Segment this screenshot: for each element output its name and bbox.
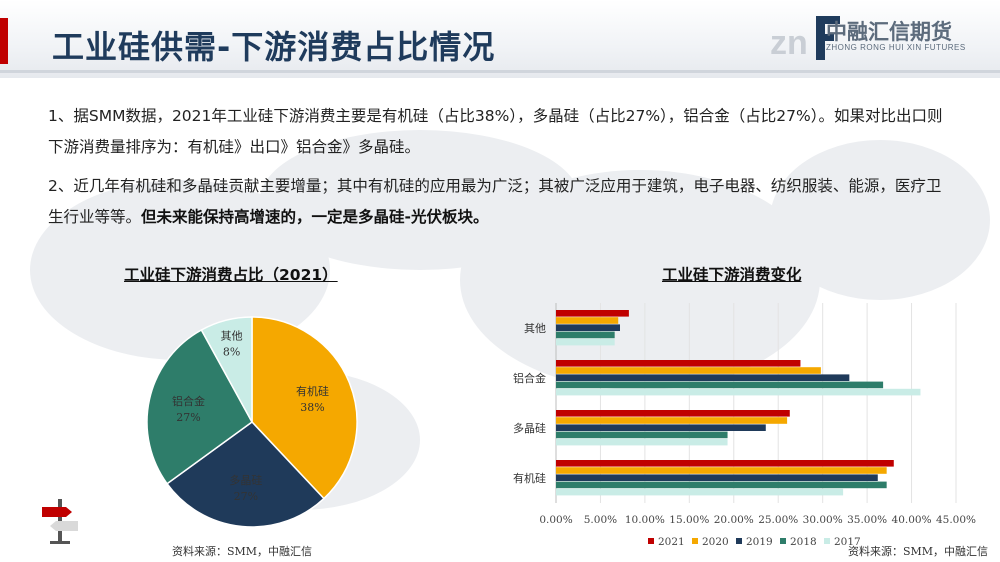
- legend-label-2018: 2018: [790, 536, 817, 548]
- bar-2019-0: [556, 324, 620, 331]
- pie-slice-1: [166, 421, 325, 528]
- legend-swatch-2017: [824, 538, 830, 544]
- bar-2018-2: [556, 431, 728, 439]
- legend-label-2017: 2017: [834, 536, 861, 548]
- bar-2021-2: [556, 410, 790, 417]
- pie-source-note: 资料来源：SMM，中融汇信: [172, 545, 313, 558]
- bar-2021-3: [556, 460, 894, 467]
- bar-chart-title: 工业硅下游消费变化: [662, 266, 802, 284]
- x-tick-label: 10.00%: [625, 514, 665, 526]
- background-map: [30, 130, 990, 510]
- paragraph-2-emphasis: 但未来能保持高增速的，一定是多晶硅-光伏板块。: [141, 208, 489, 226]
- pie-slice-3: [200, 316, 253, 423]
- paragraph-2-text: 2、近几年有机硅和多晶硅贡献主要增量；其中有机硅的应用最为广泛；其被广泛应用于建…: [48, 177, 942, 226]
- bar-2021-0: [556, 310, 629, 317]
- bar-2017-1: [556, 388, 921, 396]
- legend-swatch-2019: [736, 538, 742, 544]
- pie-slice-name-1: 多晶硅: [229, 473, 262, 487]
- x-tick-label: 15.00%: [669, 514, 709, 526]
- svg-text:zn: zn: [770, 24, 808, 62]
- x-tick-label: 40.00%: [892, 514, 932, 526]
- x-tick-label: 35.00%: [847, 514, 887, 526]
- x-tick-label: 20.00%: [714, 514, 754, 526]
- y-category-label: 其他: [524, 322, 546, 335]
- signpost-icon: [42, 499, 78, 544]
- x-tick-label: 45.00%: [936, 514, 976, 526]
- pie-slice-0: [251, 316, 358, 500]
- legend-swatch-2021: [648, 538, 654, 544]
- legend-swatch-2020: [692, 538, 698, 544]
- legend-label-2020: 2020: [702, 536, 729, 548]
- y-category-label: 有机硅: [513, 471, 546, 485]
- paragraph-1: 1、据SMM数据，2021年工业硅下游消费主要是有机硅（占比38%），多晶硅（占…: [48, 107, 943, 156]
- x-tick-label: 0.00%: [539, 514, 572, 526]
- bar-2019-3: [556, 474, 878, 481]
- pie-slice-value-3: 8%: [223, 346, 240, 359]
- company-logo: zn: [770, 16, 840, 62]
- bar-2020-1: [556, 367, 821, 374]
- bar-2020-2: [556, 417, 788, 424]
- pie-slice-value-0: 38%: [300, 401, 324, 414]
- pie-slice-2: [146, 328, 253, 485]
- bar-2020-3: [556, 467, 887, 474]
- bar-2020-0: [556, 317, 619, 324]
- bar-2018-3: [556, 481, 887, 489]
- logo-subtitle: ZHONG RONG HUI XIN FUTURES: [826, 43, 966, 52]
- legend-label-2019: 2019: [746, 536, 773, 548]
- bar-chart: 0.00% 5.00% 10.00% 15.00% 20.00% 25.00% 30.00%…: [513, 303, 976, 548]
- pie-chart: 有机硅 38% 多晶硅 27% 铝合金 27% 其他 8%: [146, 316, 358, 528]
- pie-slice-value-2: 27%: [176, 411, 200, 424]
- bar-2017-0: [556, 338, 615, 346]
- logo-name: 中融汇信期货: [826, 20, 952, 44]
- title-divider: [0, 70, 1000, 73]
- pie-slice-name-3: 其他: [221, 330, 243, 343]
- y-category-label: 铝合金: [513, 371, 546, 385]
- title-accent-bar: [0, 18, 8, 64]
- bar-source-note: 资料来源：SMM，中融汇信: [848, 545, 989, 558]
- bar-2021-1: [556, 360, 801, 367]
- pie-slice-name-2: 铝合金: [172, 394, 205, 408]
- bar-2017-2: [556, 438, 728, 446]
- pie-slice-value-1: 27%: [234, 490, 258, 503]
- legend-swatch-2018: [780, 538, 786, 544]
- x-tick-label: 5.00%: [584, 514, 617, 526]
- pie-slice-name-0: 有机硅: [296, 384, 329, 398]
- bar-2017-3: [556, 488, 844, 496]
- bar-2019-2: [556, 424, 766, 431]
- legend-label-2021: 2021: [658, 536, 685, 548]
- paragraph-2: 2、近几年有机硅和多晶硅贡献主要增量；其中有机硅的应用最为广泛；其被广泛应用于建…: [48, 171, 948, 233]
- bar-2018-0: [556, 331, 615, 339]
- y-category-label: 多晶硅: [513, 421, 546, 435]
- x-tick-label: 25.00%: [758, 514, 798, 526]
- bar-2019-1: [556, 374, 850, 381]
- page-title: 工业硅供需-下游消费占比情况: [52, 28, 496, 66]
- bar-2018-1: [556, 381, 884, 389]
- pie-chart-title: 工业硅下游消费占比（2021）: [124, 266, 338, 284]
- x-tick-label: 30.00%: [803, 514, 843, 526]
